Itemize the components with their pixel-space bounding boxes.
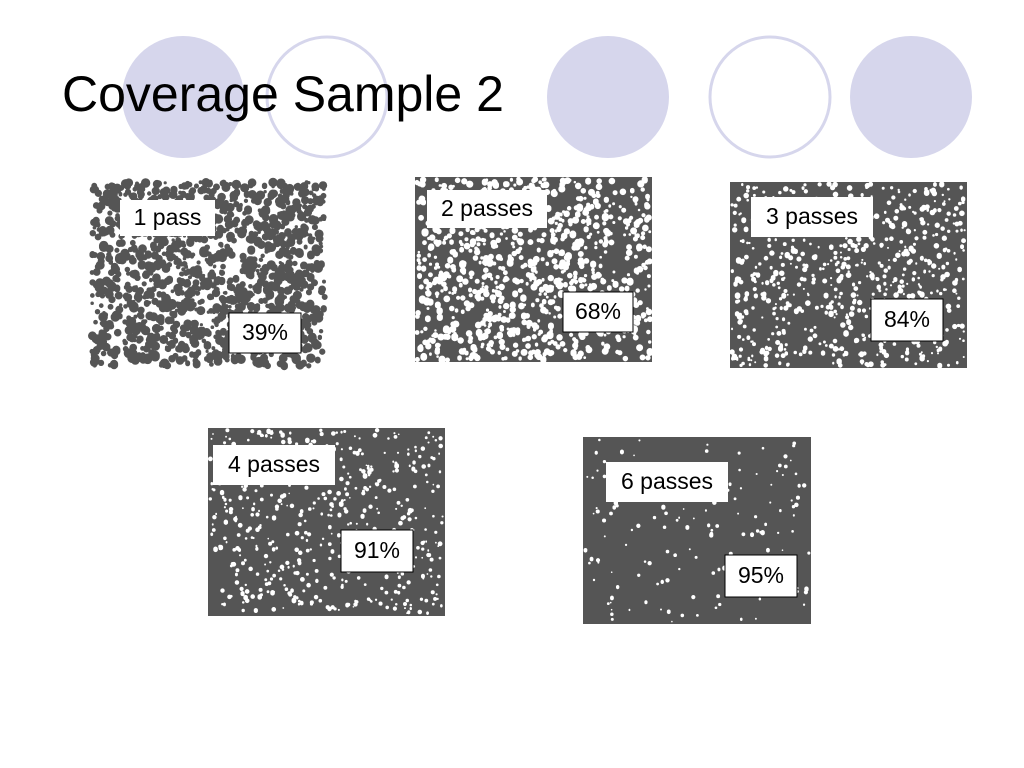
label-box [213,445,335,485]
label-box [120,200,215,236]
coverage-label: 68% [575,298,621,324]
slide-title: Coverage Sample 2 [62,66,504,122]
sample-image: 2 passes 68% [414,176,654,364]
sample-label: 3 passes [766,203,858,229]
image-texture [729,181,966,369]
sample-image: 4 passes 91% [208,427,445,616]
label-box [751,197,873,237]
sample-label: 1 pass [134,204,202,230]
image-texture [414,176,654,364]
deco-circle [122,36,244,158]
image-texture [208,427,444,615]
coverage-label: 84% [884,306,930,332]
sample-image: 3 passes 84% [729,181,967,369]
deco-circle [850,36,972,158]
coverage-box [340,529,414,573]
coverage-label: 91% [354,537,400,563]
deco-circle [547,36,669,158]
label-box [606,462,728,502]
sample-image: 1 pass 39% [88,177,328,371]
coverage-box [228,312,302,354]
deco-circle [265,35,389,159]
sample-label: 2 passes [441,195,533,221]
coverage-box [562,291,634,333]
label-box [427,190,547,228]
sample-label: 6 passes [621,468,713,494]
coverage-box [724,554,798,598]
deco-circle [708,35,832,159]
coverage-label: 95% [738,562,784,588]
sample-image: 6 passes 95% [583,437,811,624]
coverage-label: 39% [242,319,288,345]
sample-label: 4 passes [228,451,320,477]
coverage-box [870,298,944,342]
